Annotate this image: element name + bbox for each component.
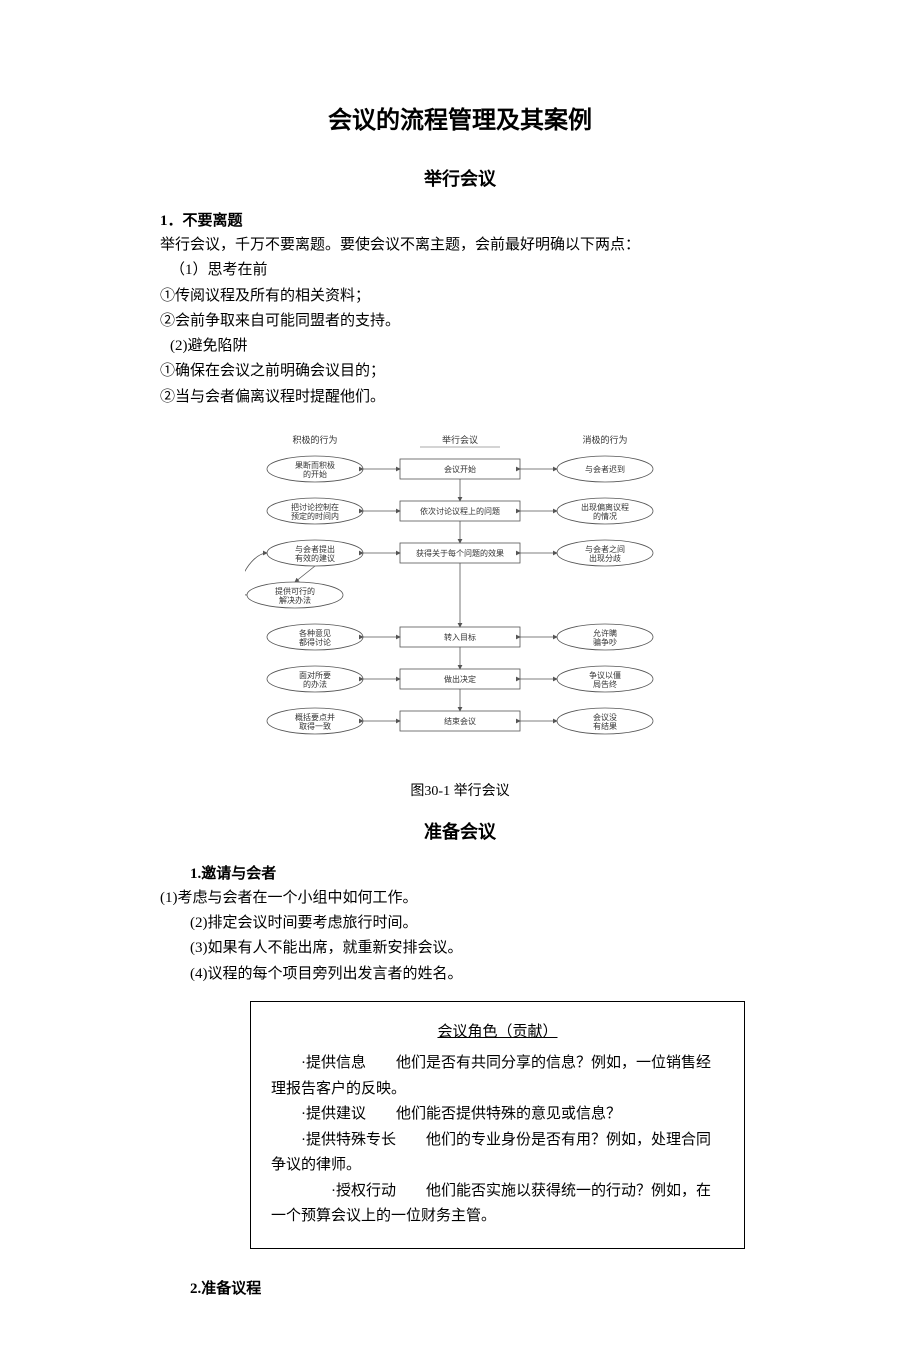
svg-text:都得讨论: 都得讨论 xyxy=(299,637,331,647)
svg-text:局告终: 局告终 xyxy=(593,679,617,689)
roles-item: ·授权行动 他们能否实施以获得统一的行动？例如，在一个预算会议上的一位财务主管。 xyxy=(271,1179,724,1230)
roles-item: ·提供建议 他们能否提供特殊的意见或信息？ xyxy=(271,1102,724,1128)
paragraph: ②当与会者偏离议程时提醒他们。 xyxy=(160,386,760,409)
svg-text:会议开始: 会议开始 xyxy=(444,464,476,474)
svg-text:取得一致: 取得一致 xyxy=(299,721,331,731)
svg-text:与会者提出: 与会者提出 xyxy=(295,544,335,554)
paragraph: (2)避免陷阱 xyxy=(160,335,760,358)
svg-text:概括要点并: 概括要点并 xyxy=(295,712,335,722)
svg-text:有效的建议: 有效的建议 xyxy=(295,553,335,563)
roles-title: 会议角色（贡献） xyxy=(271,1020,724,1046)
flowchart-diagram: 积极的行为 举行会议 消极的行为会议开始 果断而积极的开始 与会者迟到依次讨论议程上的问… xyxy=(245,429,675,774)
svg-text:有结果: 有结果 xyxy=(593,721,617,731)
svg-text:提供可行的: 提供可行的 xyxy=(275,586,315,596)
paragraph: ②会前争取来自可能同盟者的支持。 xyxy=(160,310,760,333)
flowchart-container: 积极的行为 举行会议 消极的行为会议开始 果断而积极的开始 与会者迟到依次讨论议程上的问… xyxy=(160,429,760,774)
svg-text:允许瞒: 允许瞒 xyxy=(593,628,617,638)
svg-text:获得关于每个问题的效果: 获得关于每个问题的效果 xyxy=(416,548,504,558)
svg-text:会议没: 会议没 xyxy=(593,712,617,722)
svg-text:各种意见: 各种意见 xyxy=(299,628,331,638)
list-item: (1)考虑与会者在一个小组中如何工作。 xyxy=(160,887,760,910)
svg-text:出现分歧: 出现分歧 xyxy=(589,553,621,563)
svg-text:与会者迟到: 与会者迟到 xyxy=(585,464,625,474)
svg-text:结束会议: 结束会议 xyxy=(444,716,476,726)
list-item: (2)排定会议时间要考虑旅行时间。 xyxy=(160,912,760,935)
svg-text:做出决定: 做出决定 xyxy=(444,674,476,684)
svg-text:解决办法: 解决办法 xyxy=(279,595,311,605)
svg-text:争议以僵: 争议以僵 xyxy=(589,670,621,680)
figure-caption: 图30-1 举行会议 xyxy=(160,780,760,800)
svg-text:与会者之间: 与会者之间 xyxy=(585,544,625,554)
svg-text:依次讨论议程上的问题: 依次讨论议程上的问题 xyxy=(420,506,500,516)
section-title-2: 准备会议 xyxy=(160,818,760,844)
svg-text:预定的时间内: 预定的时间内 xyxy=(291,511,339,521)
roles-item: ·提供特殊专长 他们的专业身份是否有用？例如，处理合同争议的律师。 xyxy=(271,1128,724,1179)
svg-text:出现偏离议程: 出现偏离议程 xyxy=(581,502,629,512)
roles-box: 会议角色（贡献） ·提供信息 他们是否有共同分享的信息？例如，一位销售经理报告客… xyxy=(250,1001,745,1249)
svg-text:果断而积极: 果断而积极 xyxy=(295,460,335,470)
svg-text:骗争吵: 骗争吵 xyxy=(593,637,617,647)
list-item: (4)议程的每个项目旁列出发言者的姓名。 xyxy=(160,963,760,986)
heading-2-2: 2.准备议程 xyxy=(160,1277,760,1298)
svg-text:举行会议: 举行会议 xyxy=(442,434,478,445)
svg-text:的情况: 的情况 xyxy=(593,511,617,521)
heading-2-1: 1.邀请与会者 xyxy=(160,862,760,883)
svg-text:面对所要: 面对所要 xyxy=(299,670,331,680)
svg-text:积极的行为: 积极的行为 xyxy=(292,434,337,445)
svg-text:转入目标: 转入目标 xyxy=(444,632,476,642)
svg-text:的开始: 的开始 xyxy=(303,469,327,479)
list-item: (3)如果有人不能出席，就重新安排会议。 xyxy=(160,937,760,960)
heading-1-1: 1．不要离题 xyxy=(160,209,760,230)
paragraph: ①确保在会议之前明确会议目的； xyxy=(160,360,760,383)
svg-text:消极的行为: 消极的行为 xyxy=(582,434,627,445)
paragraph: ①传阅议程及所有的相关资料； xyxy=(160,285,760,308)
svg-text:把讨论控制在: 把讨论控制在 xyxy=(291,502,339,512)
roles-item: ·提供信息 他们是否有共同分享的信息？例如，一位销售经理报告客户的反映。 xyxy=(271,1051,724,1102)
main-title: 会议的流程管理及其案例 xyxy=(160,100,760,135)
svg-text:的办法: 的办法 xyxy=(303,679,327,689)
section-title-1: 举行会议 xyxy=(160,165,760,191)
paragraph: 举行会议，千万不要离题。要使会议不离主题，会前最好明确以下两点： xyxy=(160,234,760,257)
paragraph: （1）思考在前 xyxy=(160,259,760,282)
